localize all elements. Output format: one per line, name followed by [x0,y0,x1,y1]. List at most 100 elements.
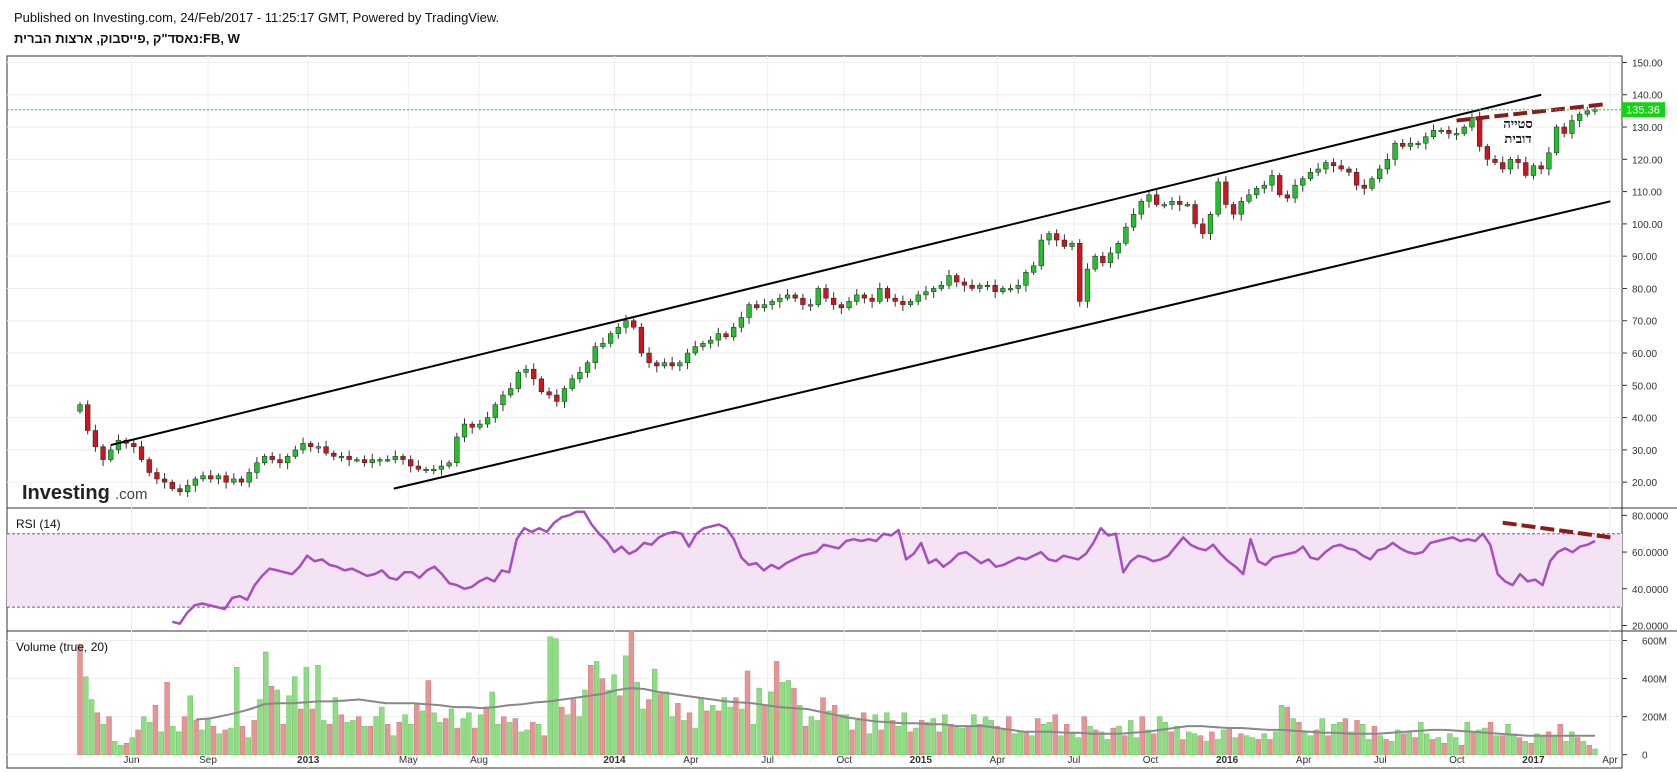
volume-bar-47 [350,720,356,755]
candle-body-117 [977,284,983,289]
candle-body-118 [984,284,991,287]
volume-bar-167 [1046,722,1053,755]
candle-body-181 [1469,117,1475,128]
candle-body-177 [1438,130,1444,133]
volume-bar-99 [651,668,658,755]
volume-bar-251 [1534,733,1540,755]
y-tick-label-rsi-0: 80.0000 [1632,511,1669,522]
volume-bar-103 [675,703,681,755]
volume-bar-205 [1267,739,1273,755]
candle-body-24 [261,456,268,464]
volume-bar-4 [100,724,106,755]
volume-bar-3 [94,712,101,755]
volume-bar-140 [889,720,896,755]
candle-body-147 [1207,213,1214,234]
candle-body-168 [1369,178,1375,189]
volume-bar-121 [779,682,786,755]
volume-bar-245 [1499,735,1505,755]
candle-body-164 [1338,165,1344,170]
volume-bar-220 [1354,720,1360,755]
candle-body-55 [500,394,506,405]
volume-bar-71 [489,691,495,755]
logo-brand: Investing [22,482,110,504]
candle-body-158 [1292,184,1298,199]
volume-bar-216 [1331,724,1337,755]
x-tick-label-5: 2014 [603,755,626,766]
volume-bar-239 [1464,722,1470,755]
volume-bar-114 [739,708,745,755]
candle-body-194 [1569,120,1575,134]
candle-body-51 [469,423,475,428]
candle-body-189 [1530,165,1537,176]
candle-body-184 [1492,159,1498,163]
volume-bar-21 [199,729,205,755]
volume-bar-138 [878,729,884,755]
volume-bar-35 [280,724,286,755]
volume-bar-123 [791,687,797,755]
volume-bar-226 [1389,741,1395,755]
volume-bar-190 [1180,739,1186,755]
candle-body-139 [1146,194,1152,202]
candle-body-113 [946,275,952,286]
candle-body-125 [1038,239,1044,267]
volume-bar-5 [106,716,112,755]
candle-body-120 [1000,288,1006,292]
volume-bar-89 [593,661,600,755]
volume-bar-92 [611,674,617,755]
candle-body-14 [185,485,191,493]
volume-bar-83 [559,706,565,755]
y-tick-label-vol-1: 400M [1642,675,1667,686]
candle-body-48 [446,462,452,467]
volume-bar-53 [384,724,391,755]
volume-bar-56 [402,714,408,755]
volume-bar-104 [681,720,687,755]
candle-body-115 [961,281,968,286]
volume-bar-1 [83,676,89,755]
candle-body-62 [554,394,560,402]
volume-bar-108 [704,710,710,755]
candle-body-1 [85,404,91,431]
candle-body-69 [608,333,614,344]
volume-bar-94 [622,655,629,755]
candle-body-11 [161,478,168,483]
volume-bar-255 [1557,724,1563,755]
candle-body-72 [631,320,637,328]
candle-body-111 [930,288,937,292]
candle-body-153 [1253,188,1260,196]
volume-bar-9 [129,737,135,755]
volume-bar-90 [599,678,606,755]
candle-body-4 [108,449,114,460]
volume-bar-259 [1580,741,1587,755]
volume-bar-201 [1244,735,1250,755]
volume-bar-196 [1215,739,1221,755]
candle-body-85 [731,326,737,338]
volume-bar-161 [1011,733,1018,755]
volume-bar-234 [1435,737,1441,755]
volume-bar-170 [1064,724,1070,755]
volume-bar-115 [744,670,751,755]
volume-bar-194 [1203,741,1209,755]
candle-body-100 [846,301,852,309]
candle-body-59 [531,368,537,380]
volume-bar-63 [443,718,449,755]
annotation-line-1: סטייה [1503,117,1533,132]
volume-bar-249 [1522,741,1529,755]
candle-body-138 [1138,201,1144,215]
volume-bar-124 [797,705,803,755]
volume-bar-258 [1574,737,1581,755]
volume-bar-228 [1400,733,1407,755]
candle-body-0 [77,404,83,412]
volume-bar-62 [437,722,443,755]
volume-bar-0 [77,644,83,755]
volume-bar-79 [535,724,542,755]
volume-bar-17 [176,731,182,755]
volume-bar-93 [617,695,623,755]
y-tick-label-price-4: 110.00 [1632,188,1662,199]
candle-body-40 [384,459,391,462]
candle-body-43 [408,459,414,467]
candle-body-18 [215,475,222,480]
candle-body-64 [569,378,575,389]
volume-bar-13 [152,705,159,755]
candle-body-173 [1407,142,1414,147]
volume-bar-155 [977,724,983,755]
